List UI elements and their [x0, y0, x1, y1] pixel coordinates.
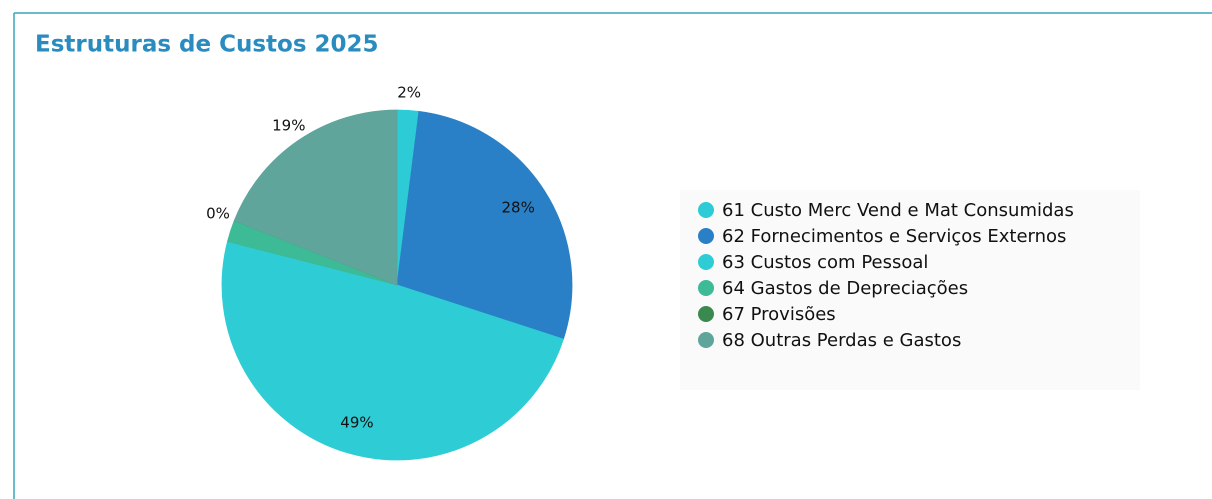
slice-label: 19%: [272, 116, 305, 134]
legend-label: 63 Custos com Pessoal: [722, 252, 928, 273]
pie-slice: [233, 109, 398, 286]
legend-label: 64 Gastos de Depreciações: [722, 278, 968, 299]
legend-label: 61 Custo Merc Vend e Mat Consumidas: [722, 200, 1074, 221]
legend-swatch: [698, 280, 714, 296]
legend-label: 68 Outras Perdas e Gastos: [722, 330, 961, 351]
legend-swatch: [698, 202, 714, 218]
chart-title: Estruturas de Custos 2025: [35, 32, 379, 58]
pie-slice: [221, 240, 564, 461]
legend-swatch: [698, 332, 714, 348]
legend-swatch: [698, 306, 714, 322]
slice-label: 28%: [501, 199, 534, 217]
slice-label: 0%: [206, 205, 230, 223]
legend-box: [680, 190, 1140, 390]
legend-label: 67 Provisões: [722, 304, 836, 325]
slice-label: 49%: [340, 413, 373, 431]
legend-swatch: [698, 254, 714, 270]
legend-label: 62 Fornecimentos e Serviços Externos: [722, 226, 1066, 247]
legend-swatch: [698, 228, 714, 244]
pie-slice: [396, 110, 573, 340]
slice-label: 2%: [397, 83, 421, 101]
